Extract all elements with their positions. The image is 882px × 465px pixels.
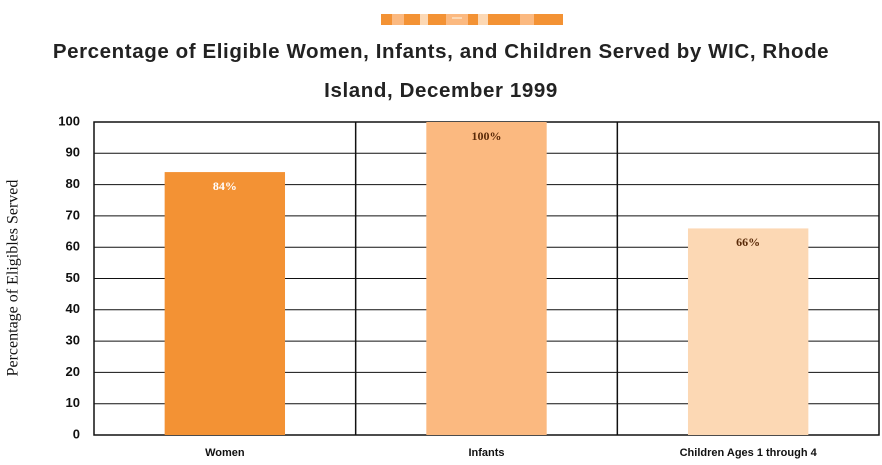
x-tick-label: Women (205, 447, 245, 459)
y-tick-label: 50 (66, 270, 80, 285)
value-label: 84% (213, 179, 237, 193)
value-label: 66% (736, 235, 760, 249)
y-tick-label: 90 (66, 145, 80, 160)
x-tick-label: Infants (468, 447, 504, 459)
value-label: 100% (472, 129, 502, 143)
bar (426, 122, 547, 435)
decoration (381, 14, 563, 25)
y-tick-label: 20 (66, 364, 80, 379)
y-tick-label: 10 (66, 395, 80, 410)
y-tick-label: 80 (66, 176, 80, 191)
y-tick-label: 60 (66, 239, 80, 254)
x-tick-label: Children Ages 1 through 4 (680, 447, 818, 459)
y-axis-label: Percentage of Eligibles Served (5, 180, 22, 377)
bar (164, 172, 286, 435)
bar (687, 228, 809, 435)
y-tick-label: 100 (58, 113, 80, 128)
y-tick-label: 70 (66, 207, 80, 222)
y-tick-label: 30 (66, 333, 80, 348)
chart-title: Percentage of Eligible Women, Infants, a… (52, 40, 830, 102)
y-tick-label: 40 (66, 301, 80, 316)
y-tick-label: 0 (73, 426, 80, 441)
